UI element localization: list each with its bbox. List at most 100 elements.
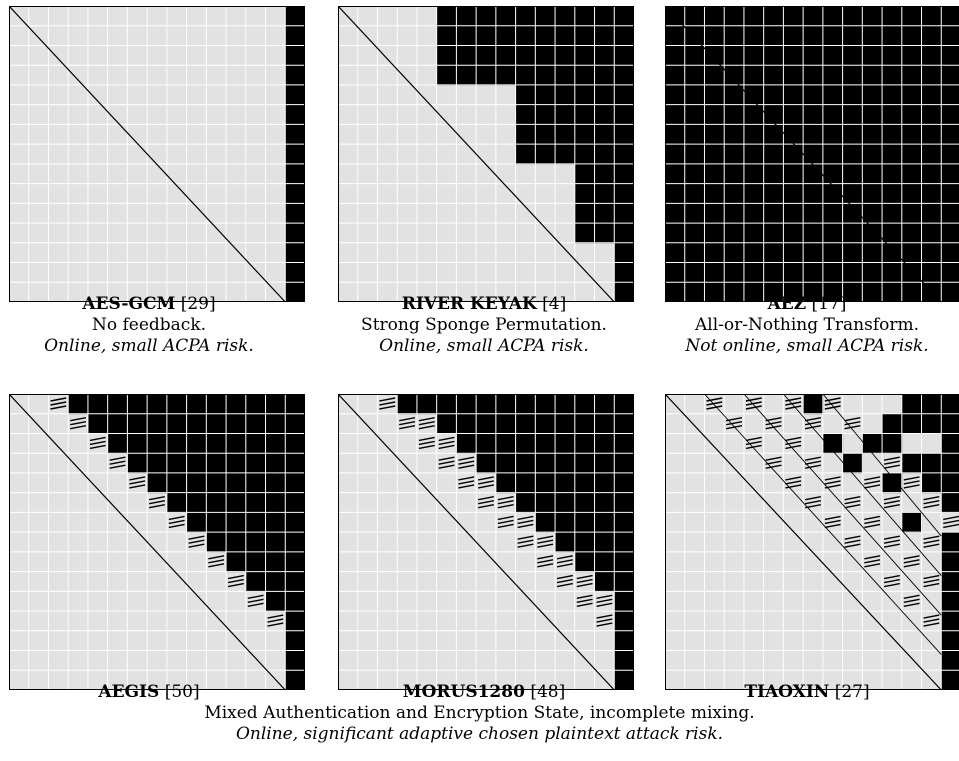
filled-cell bbox=[684, 124, 705, 145]
filled-cell bbox=[127, 394, 148, 415]
filled-cell bbox=[783, 65, 804, 86]
diagonal-line bbox=[665, 6, 942, 302]
filled-cell bbox=[535, 84, 556, 106]
caption-river-keyak: RIVER KEYAK [4] Strong Sponge Permutatio… bbox=[324, 294, 644, 357]
cipher-name: AEGIS bbox=[98, 682, 160, 702]
hatched-cell bbox=[478, 476, 494, 489]
filled-cell bbox=[265, 453, 286, 474]
filled-cell bbox=[594, 25, 615, 46]
filled-cell bbox=[515, 104, 536, 125]
filled-cell bbox=[186, 453, 207, 474]
cipher-description: No feedback. bbox=[91, 315, 207, 335]
filled-cell bbox=[594, 104, 615, 125]
reference: [50] bbox=[164, 682, 200, 702]
filled-cell bbox=[206, 472, 227, 494]
filled-cell bbox=[456, 394, 477, 415]
filled-cell bbox=[285, 472, 305, 494]
filled-cell bbox=[842, 282, 863, 302]
hatched-cell bbox=[745, 397, 762, 410]
filled-cell bbox=[882, 65, 903, 86]
filled-cell bbox=[535, 413, 556, 434]
filled-cell bbox=[743, 65, 765, 86]
filled-cell bbox=[724, 203, 745, 224]
filled-cell bbox=[901, 203, 923, 224]
filled-cell bbox=[882, 472, 903, 494]
filled-cell bbox=[594, 413, 615, 434]
filled-cell bbox=[941, 551, 959, 573]
filled-cell bbox=[87, 413, 109, 434]
filled-cell bbox=[921, 144, 942, 165]
filled-cell bbox=[285, 25, 305, 46]
filled-cell bbox=[704, 6, 725, 27]
filled-cell bbox=[901, 6, 923, 27]
filled-cell bbox=[783, 223, 804, 244]
filled-cell bbox=[724, 25, 745, 46]
filled-cell bbox=[245, 551, 267, 573]
hatched-cell bbox=[478, 495, 494, 509]
filled-cell bbox=[783, 203, 804, 224]
filled-cell bbox=[783, 183, 804, 204]
filled-cell bbox=[842, 242, 863, 264]
filled-cell bbox=[763, 84, 784, 106]
hatched-cell bbox=[109, 456, 126, 469]
diagonal-line bbox=[9, 394, 286, 690]
filled-cell bbox=[941, 65, 959, 86]
filled-cell bbox=[862, 203, 883, 224]
hatched-cell bbox=[883, 574, 900, 588]
filled-cell bbox=[882, 163, 903, 185]
filled-cell bbox=[555, 472, 576, 494]
filled-cell bbox=[515, 144, 536, 165]
filled-cell bbox=[763, 183, 784, 204]
filled-cell bbox=[743, 203, 765, 224]
filled-cell bbox=[206, 512, 227, 533]
filled-cell bbox=[285, 65, 305, 86]
filled-cell bbox=[665, 45, 686, 66]
reference: [17] bbox=[811, 294, 847, 314]
filled-cell bbox=[882, 282, 903, 302]
filled-cell bbox=[783, 25, 804, 46]
filled-cell bbox=[614, 163, 634, 185]
filled-cell bbox=[515, 492, 536, 513]
filled-cell bbox=[574, 183, 596, 204]
filled-cell bbox=[574, 551, 596, 573]
filled-cell bbox=[226, 433, 247, 454]
filled-cell bbox=[704, 183, 725, 204]
filled-cell bbox=[555, 492, 576, 513]
filled-cell bbox=[803, 282, 824, 302]
matrix-aegis bbox=[9, 394, 305, 690]
filled-cell bbox=[882, 433, 903, 454]
filled-cell bbox=[862, 124, 883, 145]
filled-cell bbox=[594, 223, 615, 244]
filled-cell bbox=[822, 282, 844, 302]
filled-cell bbox=[941, 223, 959, 244]
hatched-cell bbox=[883, 456, 900, 469]
filled-cell bbox=[515, 25, 536, 46]
filled-cell bbox=[614, 262, 634, 283]
filled-cell bbox=[555, 45, 576, 66]
filled-cell bbox=[245, 453, 267, 474]
filled-cell bbox=[941, 144, 959, 165]
filled-cell bbox=[862, 6, 883, 27]
filled-cell bbox=[921, 163, 942, 185]
filled-cell bbox=[476, 413, 497, 434]
hatched-cell bbox=[596, 614, 613, 627]
filled-cell bbox=[941, 492, 959, 513]
hatched-cell bbox=[379, 397, 396, 410]
filled-cell bbox=[285, 223, 305, 244]
hatched-cell bbox=[208, 555, 225, 568]
filled-cell bbox=[456, 6, 477, 27]
filled-cell bbox=[882, 203, 903, 224]
filled-cell bbox=[862, 45, 883, 66]
filled-cell bbox=[941, 630, 959, 652]
filled-cell bbox=[842, 45, 863, 66]
filled-cell bbox=[822, 25, 844, 46]
filled-cell bbox=[614, 630, 634, 652]
filled-cell bbox=[704, 104, 725, 125]
filled-cell bbox=[285, 453, 305, 474]
hatched-cell bbox=[785, 397, 802, 410]
filled-cell bbox=[574, 45, 596, 66]
filled-cell bbox=[574, 394, 596, 415]
filled-cell bbox=[921, 84, 942, 106]
matrix-background bbox=[665, 394, 959, 690]
filled-cell bbox=[921, 262, 942, 283]
